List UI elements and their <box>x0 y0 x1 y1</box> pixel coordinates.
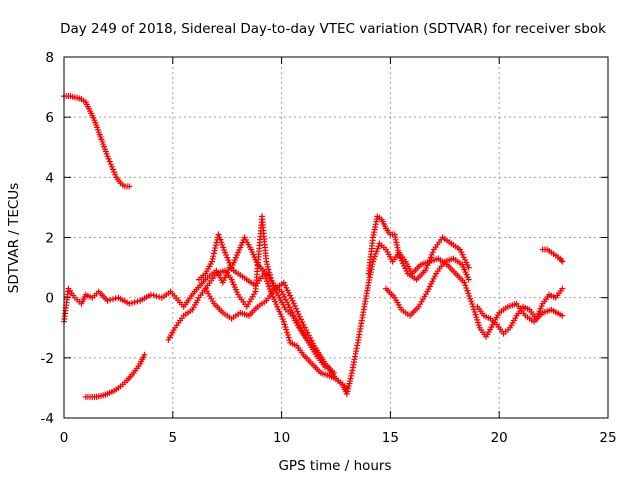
y-tick-label: -4 <box>41 411 54 427</box>
y-tick-label: 8 <box>45 50 54 66</box>
plot-frame <box>63 56 609 419</box>
x-tick-label: 10 <box>273 430 290 446</box>
chart-title: Day 249 of 2018, Sidereal Day-to-day VTE… <box>60 21 606 37</box>
y-axis-label: SDTVAR / TECUs <box>6 183 22 293</box>
data-markers <box>82 351 148 400</box>
data-markers <box>474 285 566 337</box>
data-markers <box>202 279 350 391</box>
x-tick-label: 15 <box>382 430 399 446</box>
series-track-j <box>539 246 566 265</box>
series-track-f <box>202 279 350 391</box>
grid <box>64 57 608 418</box>
data-markers <box>365 213 472 283</box>
series-track-b <box>82 351 148 400</box>
x-tick-label: 20 <box>491 430 508 446</box>
y-tick-label: 6 <box>45 110 54 126</box>
y-tick-label: 4 <box>45 170 54 186</box>
series-track-i <box>474 285 566 337</box>
data-points <box>61 93 566 400</box>
data-markers <box>195 231 329 370</box>
x-tick-label: 0 <box>60 430 69 446</box>
y-tick-label: 0 <box>45 291 54 307</box>
y-tick-label: 2 <box>45 231 54 247</box>
axis-ticks: 0 5 10 15 20 25 -4 -2 0 2 4 6 8 <box>41 50 617 446</box>
series-track-e <box>195 231 329 370</box>
x-tick-label: 5 <box>169 430 178 446</box>
x-tick-label: 25 <box>599 430 616 446</box>
y-tick-label: -2 <box>41 351 54 367</box>
data-markers <box>539 246 566 265</box>
series-track-g <box>365 213 472 283</box>
x-axis-label: GPS time / hours <box>278 458 391 474</box>
series-track-h <box>383 255 472 319</box>
data-markers <box>383 255 472 319</box>
